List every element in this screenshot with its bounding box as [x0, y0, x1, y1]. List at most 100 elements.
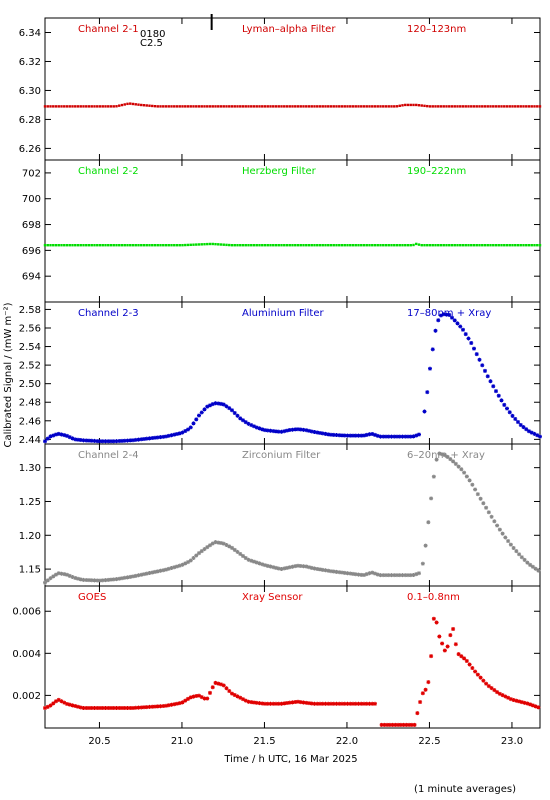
data-point — [277, 105, 280, 108]
data-point — [274, 701, 278, 706]
data-point — [417, 432, 421, 437]
data-point — [494, 244, 498, 247]
data-point — [431, 244, 434, 247]
data-point — [456, 652, 461, 657]
data-point — [263, 244, 267, 247]
data-point — [87, 105, 91, 108]
data-point — [332, 244, 335, 247]
data-point — [51, 433, 56, 438]
data-point — [68, 244, 71, 247]
data-point — [397, 573, 402, 578]
y-tick-label: 2.58 — [19, 305, 41, 316]
data-point — [401, 722, 406, 727]
data-point — [213, 680, 218, 685]
data-point — [147, 704, 152, 709]
data-point — [406, 434, 410, 439]
data-point — [274, 244, 278, 247]
data-point — [76, 704, 80, 709]
data-point — [387, 244, 390, 247]
data-point — [342, 570, 347, 575]
data-point — [221, 683, 226, 688]
data-point — [173, 105, 176, 108]
data-point — [293, 699, 298, 704]
data-point — [401, 244, 404, 247]
data-point — [533, 105, 536, 108]
data-point — [249, 423, 254, 428]
data-point — [296, 563, 300, 568]
data-point — [153, 104, 157, 108]
data-point — [384, 434, 388, 439]
panel-filter-label: Aluminium Filter — [242, 308, 325, 319]
data-point — [100, 706, 105, 711]
data-point — [395, 573, 399, 578]
panel-channel-label: Channel 2-4 — [78, 450, 139, 461]
data-point — [508, 105, 511, 108]
data-point — [486, 510, 491, 515]
flare-label: 0180 — [140, 29, 165, 40]
data-point — [118, 244, 121, 247]
data-point — [111, 706, 116, 711]
data-point — [458, 324, 463, 329]
data-point — [131, 574, 135, 579]
data-point — [472, 346, 476, 351]
data-point — [331, 569, 336, 574]
data-point — [428, 366, 432, 371]
data-point — [169, 702, 174, 707]
data-point — [417, 104, 421, 107]
data-point — [134, 244, 137, 247]
data-point — [464, 474, 469, 479]
data-point — [527, 244, 531, 247]
data-point — [483, 368, 487, 373]
data-point — [95, 578, 100, 583]
data-point — [389, 573, 394, 578]
data-point — [415, 711, 420, 716]
data-point — [444, 312, 449, 317]
data-point — [499, 398, 504, 403]
data-point — [48, 434, 53, 439]
data-point — [404, 103, 407, 107]
data-point — [440, 452, 445, 457]
data-point — [494, 389, 498, 394]
data-point — [74, 105, 77, 108]
data-point — [514, 549, 519, 554]
data-point — [489, 514, 494, 519]
data-point — [417, 243, 421, 246]
data-point — [296, 105, 300, 108]
data-point — [310, 244, 313, 247]
data-point — [340, 105, 344, 108]
data-point — [483, 244, 487, 247]
data-point — [280, 244, 283, 247]
data-point — [290, 427, 295, 432]
data-point — [293, 564, 298, 569]
data-point — [412, 243, 415, 247]
data-point — [459, 105, 462, 108]
panel-filter-label: Lyman–alpha Filter — [242, 24, 336, 35]
data-point — [488, 379, 493, 384]
data-point — [103, 706, 108, 711]
data-point — [134, 103, 137, 106]
data-point — [441, 312, 446, 317]
data-point — [404, 722, 409, 727]
data-point — [375, 433, 380, 438]
data-point — [386, 434, 391, 439]
data-point — [309, 701, 314, 706]
data-point — [362, 244, 366, 247]
panel-filter-label: Zirconium Filter — [242, 450, 321, 461]
data-point — [200, 243, 203, 246]
series-5 — [43, 616, 541, 727]
data-point — [395, 105, 399, 108]
data-point — [362, 701, 366, 706]
data-point — [338, 105, 341, 108]
data-point — [43, 439, 47, 444]
data-point — [379, 722, 384, 727]
y-tick-label: 1.20 — [19, 531, 41, 542]
data-point — [54, 572, 58, 577]
data-point — [522, 700, 527, 705]
data-point — [334, 433, 339, 438]
panel-band-label: 120–123nm — [407, 24, 466, 35]
data-point — [96, 244, 99, 247]
data-point — [167, 244, 170, 247]
data-point — [401, 104, 404, 107]
data-point — [470, 244, 473, 247]
data-point — [221, 402, 226, 407]
